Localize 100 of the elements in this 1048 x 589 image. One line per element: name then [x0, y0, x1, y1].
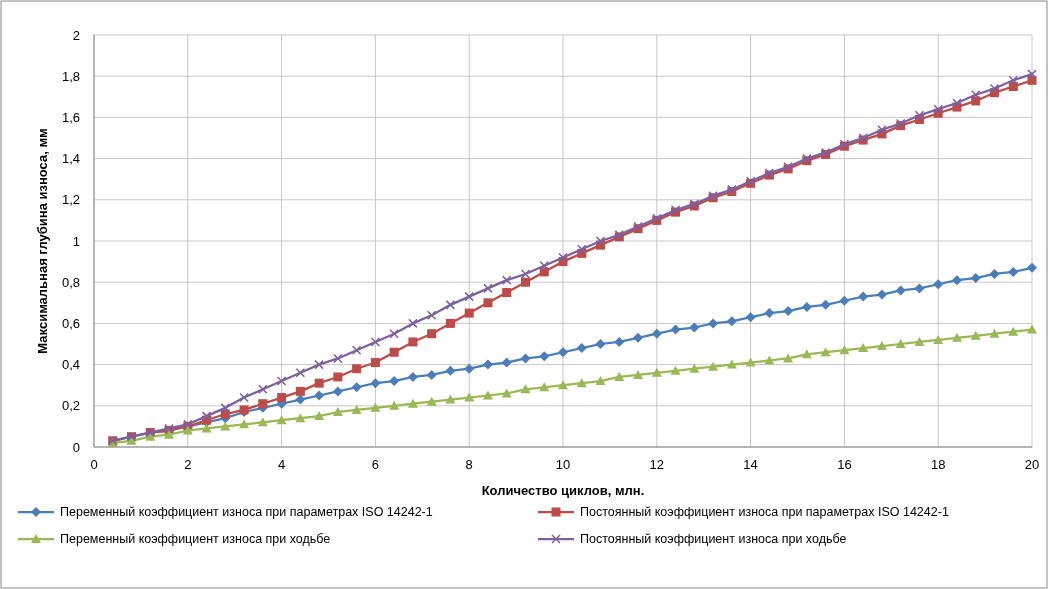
point	[970, 89, 981, 100]
point	[351, 404, 362, 414]
point	[408, 337, 418, 347]
point	[295, 413, 306, 423]
point	[351, 345, 362, 355]
point	[370, 337, 381, 347]
point	[708, 318, 719, 329]
x-tick-label: 20	[1024, 457, 1040, 472]
x-tick-label: 14	[743, 457, 758, 472]
point	[858, 291, 869, 302]
y-tick-label: 0,4	[61, 357, 80, 373]
x-tick-label: 8	[465, 457, 473, 472]
point	[351, 382, 362, 393]
point	[595, 236, 606, 246]
x-tick-label: 18	[930, 457, 946, 472]
y-tick-label: 0,6	[61, 315, 80, 331]
point	[389, 400, 400, 410]
point	[332, 386, 343, 397]
point	[539, 260, 549, 271]
x-tick-label: 12	[649, 457, 665, 472]
point	[464, 291, 474, 302]
point	[708, 361, 719, 371]
point	[726, 359, 737, 369]
point	[314, 378, 324, 388]
y-axis-title: Максимальная глубина износа, мм	[35, 128, 50, 354]
point	[858, 343, 869, 353]
point	[426, 310, 437, 320]
point	[745, 312, 756, 323]
point	[239, 392, 249, 403]
point	[464, 308, 474, 318]
point	[426, 396, 437, 406]
point	[614, 336, 625, 347]
point	[876, 341, 887, 351]
point	[914, 283, 925, 294]
point	[276, 415, 287, 425]
point	[407, 371, 418, 382]
point	[614, 371, 625, 381]
point	[333, 353, 343, 364]
point	[239, 419, 250, 429]
point	[277, 393, 287, 403]
point	[726, 316, 737, 327]
x-tick-label: 10	[555, 457, 571, 472]
x-tick-label: 0	[90, 457, 98, 472]
point	[989, 268, 1000, 279]
point	[783, 353, 794, 363]
x-tick-label: 6	[371, 457, 380, 472]
legend-label: Переменный коэффициент износа при параметрах ISO 14242-1	[60, 505, 433, 520]
point	[952, 98, 962, 108]
point	[520, 269, 531, 279]
point	[257, 417, 268, 427]
point	[182, 425, 193, 435]
point	[764, 308, 775, 319]
x-tick-label: 16	[837, 457, 852, 472]
point	[595, 339, 606, 349]
point	[445, 318, 455, 328]
point	[445, 365, 456, 376]
y-tick-label: 1,2	[61, 192, 80, 208]
point	[633, 369, 644, 379]
point	[539, 382, 550, 392]
point	[970, 330, 981, 340]
point	[295, 386, 305, 396]
point	[558, 347, 568, 358]
point	[520, 277, 530, 287]
point	[520, 384, 531, 394]
point	[501, 357, 512, 368]
point	[801, 301, 812, 312]
point	[1008, 75, 1018, 86]
point	[820, 347, 831, 357]
point	[633, 332, 644, 343]
legend-label: Переменный коэффициент износа при ходьбе	[60, 532, 331, 547]
point	[895, 339, 906, 348]
point	[689, 363, 700, 373]
point	[1027, 324, 1037, 334]
point	[258, 399, 268, 409]
point	[501, 388, 512, 398]
point	[426, 369, 437, 380]
y-tick-label: 1,6	[61, 109, 80, 125]
point	[839, 345, 850, 355]
point	[464, 363, 475, 374]
point	[445, 300, 456, 310]
y-tick-label: 2	[72, 27, 80, 43]
point	[576, 378, 587, 388]
x-tick-label: 4	[277, 457, 286, 472]
point	[1008, 266, 1019, 277]
point	[745, 357, 756, 367]
point	[314, 359, 324, 370]
point	[370, 402, 381, 412]
point	[483, 283, 493, 294]
point	[258, 384, 268, 395]
point	[520, 353, 531, 364]
point	[933, 334, 944, 344]
point	[1027, 69, 1037, 79]
point	[314, 390, 325, 401]
point	[370, 378, 381, 389]
point	[482, 390, 493, 400]
point	[876, 289, 887, 300]
point	[408, 318, 418, 329]
point	[464, 392, 475, 402]
point	[651, 328, 662, 339]
point	[933, 104, 943, 114]
